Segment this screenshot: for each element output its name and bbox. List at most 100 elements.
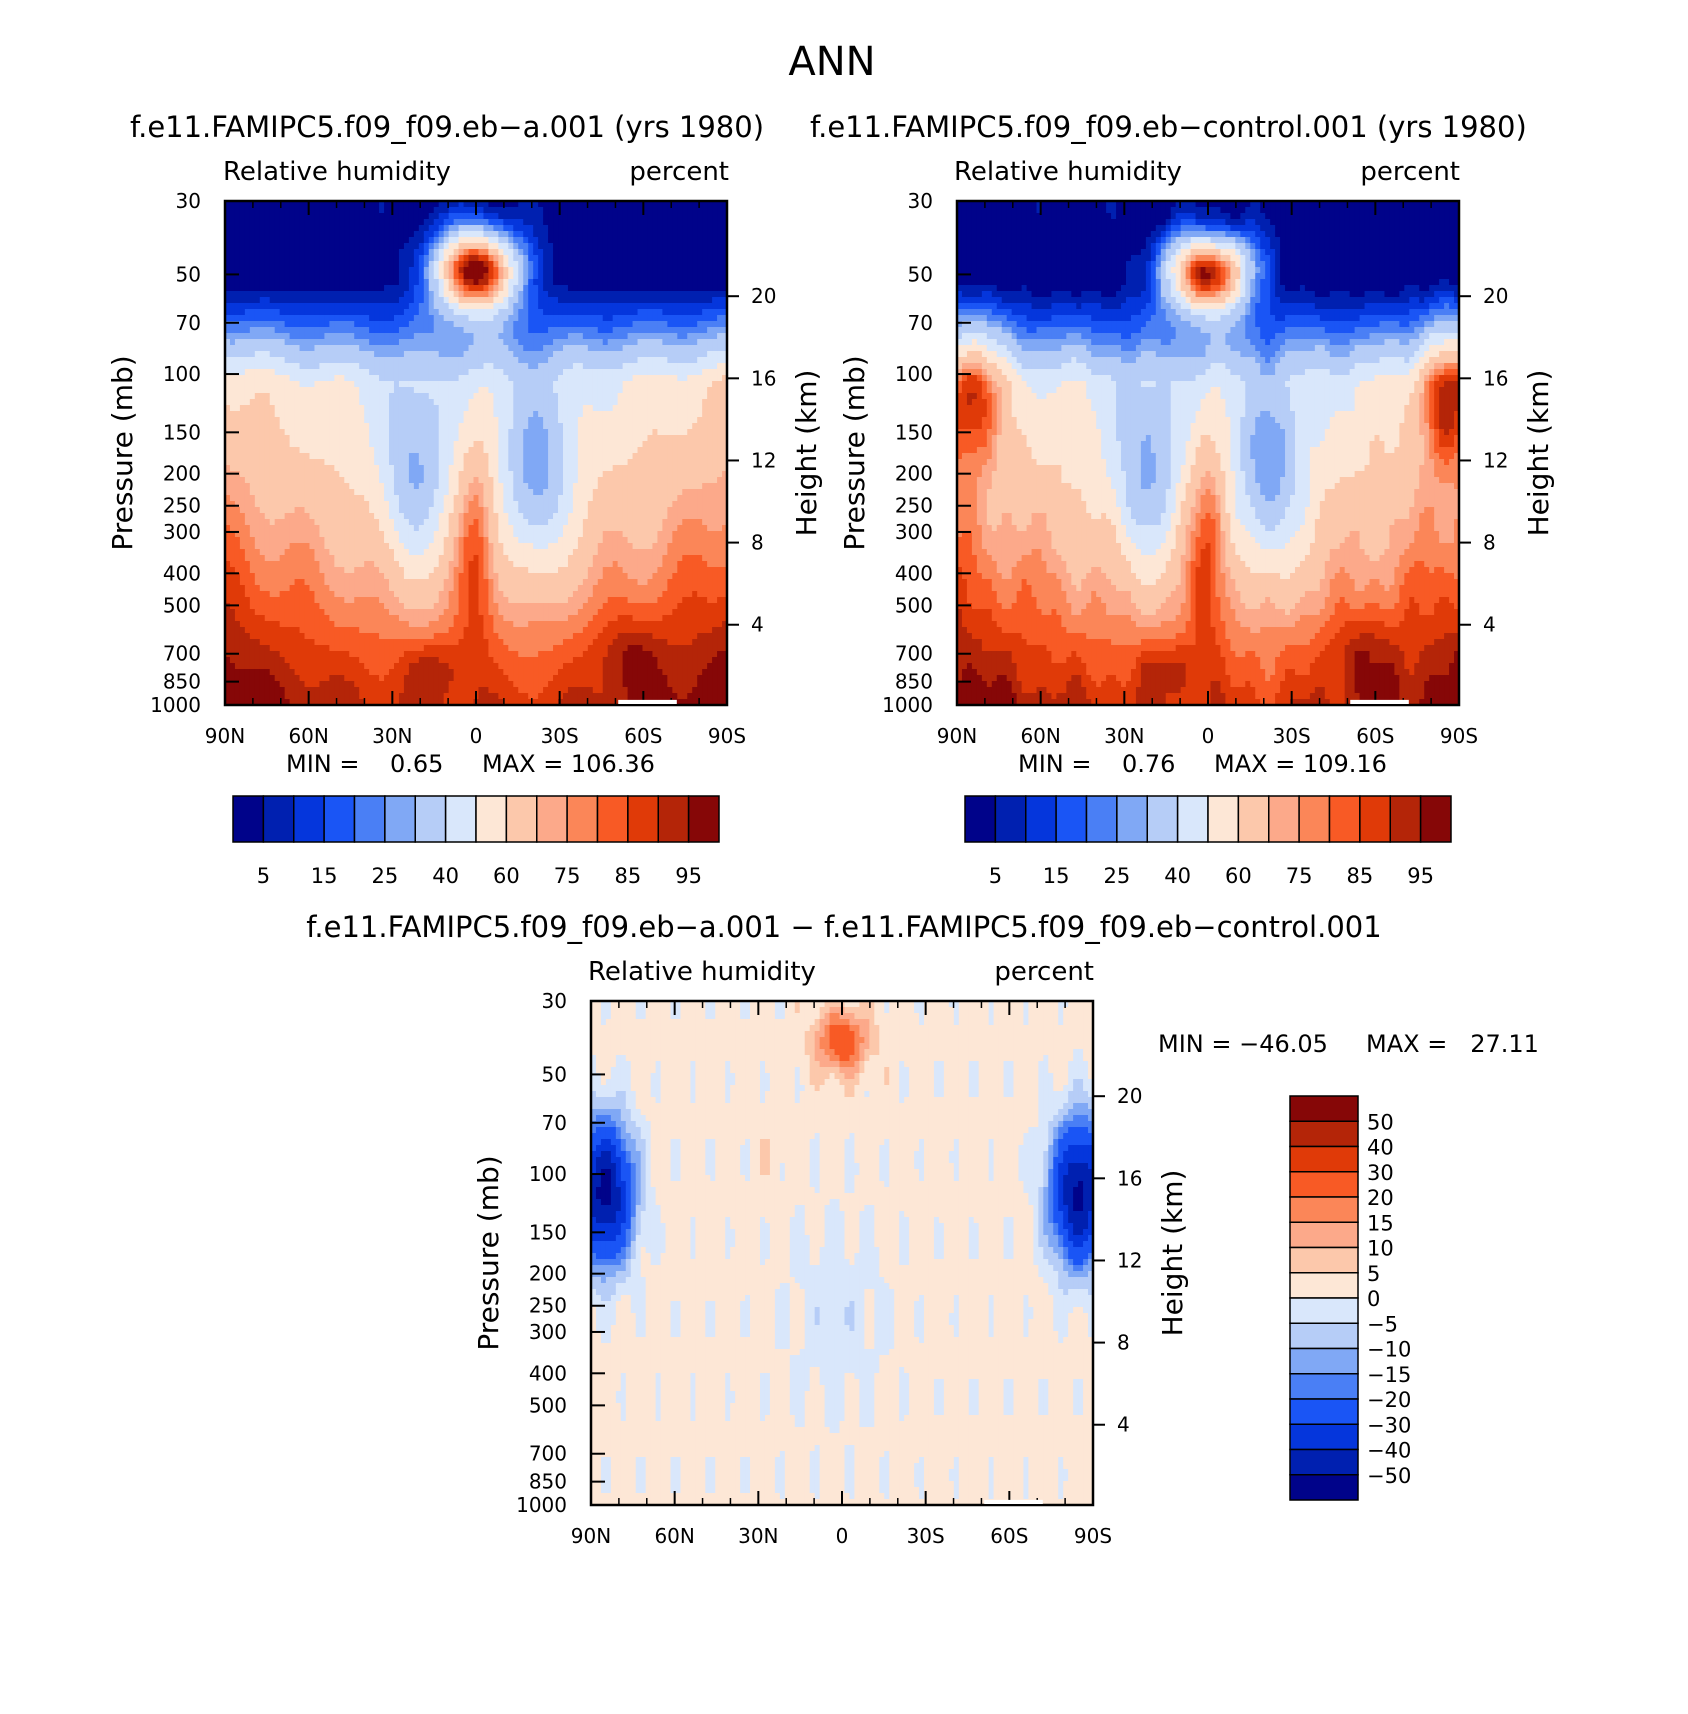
field-cell bbox=[464, 261, 470, 268]
field-cell bbox=[488, 267, 494, 274]
field-cell bbox=[250, 273, 256, 280]
field-cell bbox=[493, 207, 499, 214]
field-cell bbox=[349, 231, 355, 238]
field-cell bbox=[424, 207, 430, 214]
field-cell bbox=[384, 267, 390, 274]
field-cell bbox=[235, 219, 241, 226]
field-cell bbox=[469, 267, 475, 274]
field-cell bbox=[672, 225, 678, 232]
field-cell bbox=[424, 267, 430, 274]
field-cell bbox=[449, 261, 455, 268]
field-cell bbox=[305, 219, 311, 226]
field-cell bbox=[270, 273, 276, 280]
field-cell bbox=[578, 219, 584, 226]
field-cell bbox=[598, 237, 604, 244]
field-cell bbox=[578, 261, 584, 268]
field-cell bbox=[682, 213, 688, 220]
field-cell bbox=[692, 225, 698, 232]
field-cell bbox=[588, 207, 594, 214]
field-cell bbox=[543, 225, 549, 232]
field-cell bbox=[230, 243, 236, 250]
field-cell bbox=[578, 267, 584, 274]
field-cell bbox=[652, 255, 658, 262]
field-cell bbox=[657, 207, 663, 214]
field-cell bbox=[419, 219, 425, 226]
field-cell bbox=[319, 273, 325, 280]
field-cell bbox=[424, 279, 430, 286]
field-cell bbox=[528, 267, 534, 274]
field-cell bbox=[399, 225, 405, 232]
field-cell bbox=[543, 213, 549, 220]
field-cell bbox=[275, 237, 281, 244]
field-cell bbox=[528, 231, 534, 238]
field-cell bbox=[389, 225, 395, 232]
field-cell bbox=[374, 267, 380, 274]
field-cell bbox=[295, 273, 301, 280]
field-cell bbox=[439, 219, 445, 226]
field-cell bbox=[707, 249, 713, 256]
field-cell bbox=[464, 207, 470, 214]
field-cell bbox=[285, 273, 291, 280]
field-cell bbox=[573, 207, 579, 214]
field-cell bbox=[394, 261, 400, 268]
field-cell bbox=[235, 213, 241, 220]
field-cell bbox=[528, 249, 534, 256]
field-cell bbox=[692, 213, 698, 220]
field-cell bbox=[513, 255, 519, 262]
field-cell bbox=[305, 237, 311, 244]
field-cell bbox=[578, 243, 584, 250]
field-cell bbox=[638, 249, 644, 256]
field-cell bbox=[608, 231, 614, 238]
field-cell bbox=[464, 267, 470, 274]
field-cell bbox=[290, 249, 296, 256]
field-cell bbox=[662, 231, 668, 238]
field-cell bbox=[478, 273, 484, 280]
field-cell bbox=[399, 243, 405, 250]
field-cell bbox=[553, 249, 559, 256]
field-cell bbox=[588, 213, 594, 220]
field-cell bbox=[354, 267, 360, 274]
field-cell bbox=[638, 267, 644, 274]
field-cell bbox=[647, 261, 653, 268]
field-cell bbox=[667, 267, 673, 274]
field-cell bbox=[275, 255, 281, 262]
field-cell bbox=[697, 255, 703, 262]
field-cell bbox=[618, 237, 624, 244]
field-cell bbox=[374, 249, 380, 256]
field-cell bbox=[498, 243, 504, 250]
field-cell bbox=[275, 249, 281, 256]
field-cell bbox=[285, 225, 291, 232]
field-cell bbox=[305, 279, 311, 286]
field-cell bbox=[568, 231, 574, 238]
field-cell bbox=[593, 225, 599, 232]
field-cell bbox=[235, 255, 241, 262]
field-cell bbox=[533, 249, 539, 256]
field-cell bbox=[508, 267, 514, 274]
field-cell bbox=[613, 255, 619, 262]
field-cell bbox=[424, 213, 430, 220]
field-cell bbox=[230, 231, 236, 238]
field-cell bbox=[523, 219, 529, 226]
field-cell bbox=[608, 255, 614, 262]
field-cell bbox=[513, 243, 519, 250]
field-cell bbox=[399, 273, 405, 280]
field-cell bbox=[329, 267, 335, 274]
field-cell bbox=[657, 261, 663, 268]
field-cell bbox=[449, 273, 455, 280]
field-cell bbox=[603, 219, 609, 226]
field-cell bbox=[235, 249, 241, 256]
field-cell bbox=[285, 261, 291, 268]
field-cell bbox=[677, 207, 683, 214]
field-cell bbox=[319, 213, 325, 220]
field-cell bbox=[310, 231, 316, 238]
field-cell bbox=[638, 273, 644, 280]
field-cell bbox=[230, 261, 236, 268]
field-cell bbox=[339, 207, 345, 214]
field-cell bbox=[379, 225, 385, 232]
field-cell bbox=[638, 243, 644, 250]
field-cell bbox=[235, 207, 241, 214]
field-cell bbox=[424, 255, 430, 262]
field-cell bbox=[538, 231, 544, 238]
field-cell bbox=[265, 261, 271, 268]
field-cell bbox=[364, 261, 370, 268]
